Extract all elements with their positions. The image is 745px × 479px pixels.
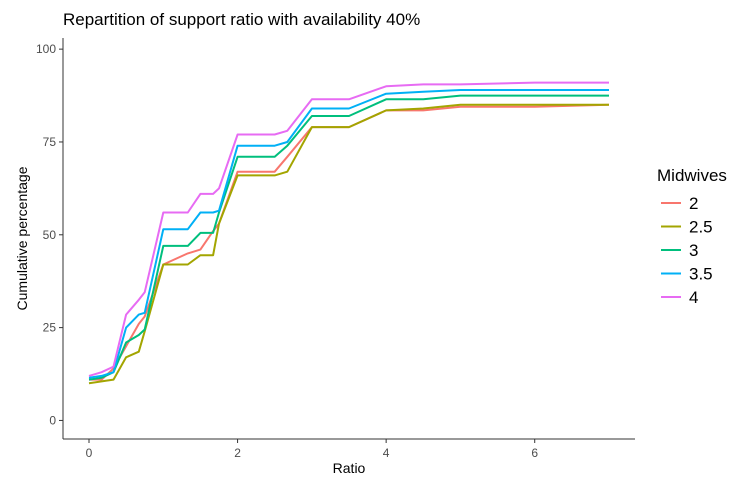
legend-label-3.5: 3.5 bbox=[689, 265, 713, 284]
y-tick-label: 100 bbox=[36, 42, 56, 56]
series-lines bbox=[88, 81, 610, 385]
series-line-4 bbox=[88, 81, 609, 377]
x-tick-label: 0 bbox=[86, 446, 93, 460]
legend-label-2: 2 bbox=[689, 194, 698, 213]
series-line-3.5 bbox=[88, 89, 609, 379]
y-tick-label: 25 bbox=[43, 321, 57, 335]
series-line-2 bbox=[89, 103, 610, 381]
legend-items: 2 2.5 3 3.5 4 bbox=[661, 194, 713, 307]
y-tick-label: 0 bbox=[49, 413, 56, 427]
legend-label-2.5: 2.5 bbox=[689, 218, 713, 237]
legend-title: Midwives bbox=[657, 166, 727, 185]
y-tick-label: 75 bbox=[43, 135, 57, 149]
x-axis-ticks: 0 2 4 6 bbox=[86, 439, 538, 460]
y-axis-ticks: 0 25 50 75 100 bbox=[36, 42, 63, 427]
x-tick-label: 6 bbox=[531, 446, 538, 460]
y-axis-title: Cumulative percentage bbox=[14, 166, 30, 310]
chart-title: Repartition of support ratio with availa… bbox=[63, 10, 420, 29]
legend: Midwives 2 2.5 3 3.5 4 bbox=[657, 166, 727, 307]
x-tick-label: 4 bbox=[383, 446, 390, 460]
series-line-3 bbox=[88, 94, 609, 381]
legend-label-3: 3 bbox=[689, 241, 698, 260]
x-tick-label: 2 bbox=[234, 446, 241, 460]
legend-label-4: 4 bbox=[689, 288, 698, 307]
series-line-2.5 bbox=[88, 103, 609, 385]
y-tick-label: 50 bbox=[43, 228, 57, 242]
plot-area: 0 25 50 75 100 0 2 4 6 bbox=[36, 38, 635, 460]
x-axis-title: Ratio bbox=[333, 460, 366, 476]
